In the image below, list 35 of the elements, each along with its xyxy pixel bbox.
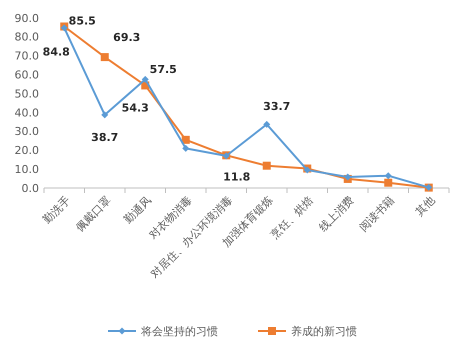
x-tick-label: 阅读书籍 bbox=[356, 194, 398, 234]
point bbox=[101, 111, 108, 118]
point bbox=[182, 136, 190, 144]
y-tick-label: 90.0 bbox=[14, 12, 39, 25]
data-label: 11.8 bbox=[223, 170, 250, 184]
y-tick-label: 20.0 bbox=[14, 144, 39, 158]
point bbox=[262, 162, 271, 170]
point bbox=[263, 120, 270, 128]
x-tick-label: 勤洗手 bbox=[40, 194, 74, 226]
x-tick-label: 其他 bbox=[412, 194, 438, 218]
data-label: 33.7 bbox=[263, 100, 290, 114]
point bbox=[182, 144, 190, 152]
point bbox=[142, 76, 149, 83]
x-tick-label: 勤通风 bbox=[122, 194, 154, 226]
data-label: 57.5 bbox=[150, 63, 177, 76]
point bbox=[384, 178, 392, 187]
y-tick-label: 80.0 bbox=[14, 30, 39, 44]
y-tick-label: 70.0 bbox=[14, 50, 39, 63]
legend-label: 将会坚持的习惯 bbox=[140, 324, 218, 338]
data-label: 69.3 bbox=[113, 30, 140, 44]
y-tick-label: 40.0 bbox=[14, 106, 39, 120]
y-tick-label: 60.0 bbox=[14, 68, 39, 82]
data-label: 84.8 bbox=[42, 46, 70, 59]
y-tick-label: 30.0 bbox=[14, 125, 39, 138]
point bbox=[100, 53, 109, 62]
y-tick-label: 0.0 bbox=[22, 182, 39, 195]
point bbox=[384, 172, 392, 180]
x-tick-label: 佩戴口罩 bbox=[73, 194, 114, 234]
legend-label: 养成的新习惯 bbox=[291, 324, 357, 338]
y-tick-label: 50.0 bbox=[14, 87, 39, 100]
data-label: 38.7 bbox=[91, 130, 118, 144]
y-tick-label: 10.0 bbox=[14, 162, 39, 176]
x-tick-label: 线上消费 bbox=[316, 194, 357, 234]
data-label: 85.5 bbox=[68, 14, 96, 28]
data-label: 54.3 bbox=[122, 101, 149, 114]
